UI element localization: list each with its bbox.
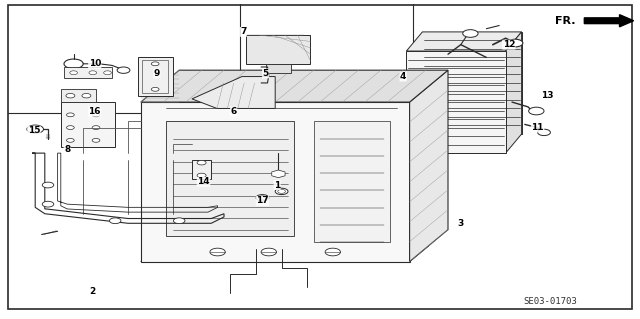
Circle shape — [104, 71, 111, 75]
Circle shape — [67, 126, 74, 130]
Circle shape — [463, 30, 478, 37]
Circle shape — [538, 129, 550, 136]
Text: 5: 5 — [262, 69, 269, 78]
Circle shape — [529, 107, 544, 115]
Polygon shape — [422, 32, 522, 134]
Circle shape — [67, 113, 74, 117]
Circle shape — [66, 93, 75, 98]
Circle shape — [508, 39, 523, 47]
Polygon shape — [506, 32, 522, 153]
Circle shape — [273, 171, 284, 176]
Circle shape — [67, 138, 74, 142]
Circle shape — [197, 173, 206, 178]
Polygon shape — [406, 51, 506, 153]
Bar — [142, 60, 168, 93]
Polygon shape — [64, 67, 112, 78]
Circle shape — [151, 87, 159, 91]
Circle shape — [92, 138, 100, 142]
Polygon shape — [314, 121, 390, 242]
Circle shape — [261, 248, 276, 256]
Polygon shape — [141, 246, 429, 262]
Polygon shape — [138, 57, 173, 96]
Circle shape — [256, 195, 269, 201]
Text: 13: 13 — [541, 91, 554, 100]
Polygon shape — [141, 70, 448, 102]
Circle shape — [275, 188, 288, 195]
Circle shape — [396, 124, 405, 128]
Text: 7: 7 — [240, 27, 246, 36]
Text: 3: 3 — [458, 219, 464, 228]
Text: 11: 11 — [531, 123, 544, 132]
Circle shape — [27, 125, 44, 133]
Circle shape — [92, 126, 100, 130]
Text: SE03-01703: SE03-01703 — [524, 297, 577, 306]
Text: 9: 9 — [154, 69, 160, 78]
Circle shape — [259, 196, 266, 200]
Circle shape — [109, 218, 121, 224]
Polygon shape — [192, 160, 211, 179]
Polygon shape — [192, 77, 275, 108]
Text: FR.: FR. — [556, 16, 576, 26]
Circle shape — [70, 71, 77, 75]
Polygon shape — [166, 121, 294, 236]
Polygon shape — [272, 170, 285, 178]
Text: 15: 15 — [28, 126, 40, 135]
Text: 8: 8 — [64, 145, 70, 154]
Text: 14: 14 — [197, 177, 210, 186]
Circle shape — [82, 93, 91, 98]
Bar — [395, 73, 406, 89]
Circle shape — [42, 201, 54, 207]
Polygon shape — [61, 89, 96, 102]
Circle shape — [151, 62, 159, 66]
Circle shape — [117, 67, 130, 73]
Polygon shape — [141, 102, 410, 262]
Text: 10: 10 — [88, 59, 101, 68]
Text: 16: 16 — [88, 107, 101, 116]
Text: 1: 1 — [274, 181, 280, 189]
FancyArrow shape — [584, 15, 634, 27]
Text: 6: 6 — [230, 107, 237, 116]
Circle shape — [396, 79, 405, 84]
Circle shape — [89, 71, 97, 75]
Circle shape — [42, 182, 54, 188]
Text: 2: 2 — [90, 287, 96, 296]
Circle shape — [210, 248, 225, 256]
Text: 12: 12 — [502, 40, 515, 49]
Polygon shape — [410, 70, 448, 262]
Circle shape — [197, 160, 206, 165]
Bar — [266, 64, 291, 73]
Polygon shape — [246, 35, 310, 64]
Circle shape — [325, 248, 340, 256]
Polygon shape — [61, 102, 115, 147]
Polygon shape — [406, 32, 522, 51]
Text: 17: 17 — [256, 197, 269, 205]
Bar — [395, 118, 406, 134]
Circle shape — [278, 189, 285, 193]
Circle shape — [173, 218, 185, 224]
Circle shape — [92, 113, 100, 117]
Text: 4: 4 — [400, 72, 406, 81]
Circle shape — [64, 59, 83, 69]
